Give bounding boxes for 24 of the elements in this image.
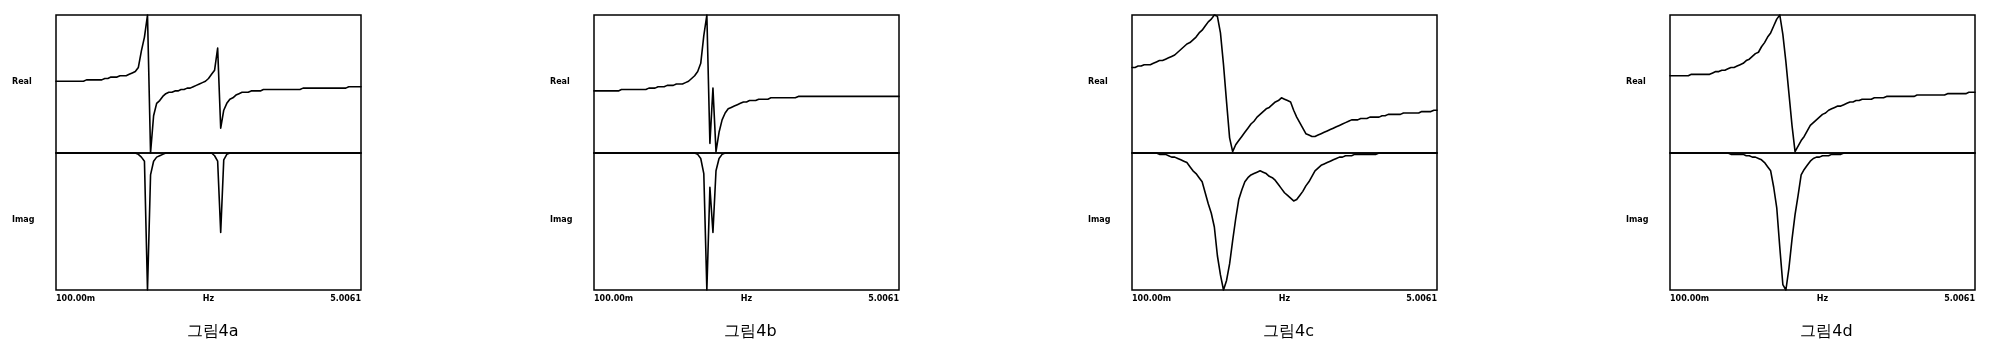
- y-axis-title: Imag: [550, 214, 573, 224]
- y-axis-title: Imag: [1626, 214, 1649, 224]
- y-axis-title: Real: [12, 77, 32, 86]
- y-axis-title: Real: [1626, 77, 1646, 86]
- y-axis-title: Real: [550, 77, 570, 86]
- y-axis-title: Imag: [12, 214, 35, 224]
- text: 100.00m: [56, 294, 96, 303]
- text: 5.0061: [1406, 294, 1438, 303]
- text: 5.0061: [868, 294, 900, 303]
- caption: 그림4a: [186, 321, 239, 340]
- x-axis-title: Hz: [1816, 294, 1829, 303]
- x-axis-title: Hz: [202, 294, 215, 303]
- caption: 그림4b: [724, 321, 777, 340]
- x-axis-title: Hz: [740, 294, 753, 303]
- caption: 그림4c: [1263, 321, 1314, 340]
- text: 100.00m: [594, 294, 634, 303]
- caption: 그림4d: [1800, 321, 1853, 340]
- text: 5.0061: [1944, 294, 1976, 303]
- text: 100.00m: [1670, 294, 1710, 303]
- text: 5.0061: [330, 294, 362, 303]
- x-axis-title: Hz: [1278, 294, 1291, 303]
- y-axis-title: Real: [1088, 77, 1108, 86]
- y-axis-title: Imag: [1088, 214, 1111, 224]
- text: 100.00m: [1132, 294, 1172, 303]
